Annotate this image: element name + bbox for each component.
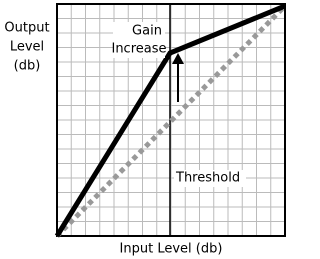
y-axis-label: Output (4, 21, 49, 36)
gain-arrow-head (172, 53, 184, 64)
gain-label: Increase (111, 42, 166, 57)
y-axis-label: (db) (14, 59, 41, 74)
y-axis-label: Level (10, 40, 44, 55)
gain-label: Gain (132, 24, 162, 39)
x-axis-label: Input Level (db) (120, 242, 223, 257)
plot-frame (56, 3, 286, 237)
label-backdrop (174, 170, 246, 187)
transfer-curve (54, 3, 286, 238)
threshold-label: Threshold (175, 171, 240, 186)
label-backdrop (113, 22, 165, 58)
grid (57, 4, 285, 236)
diagram: Output Level (db) Gain Increase Threshol… (4, 3, 287, 257)
